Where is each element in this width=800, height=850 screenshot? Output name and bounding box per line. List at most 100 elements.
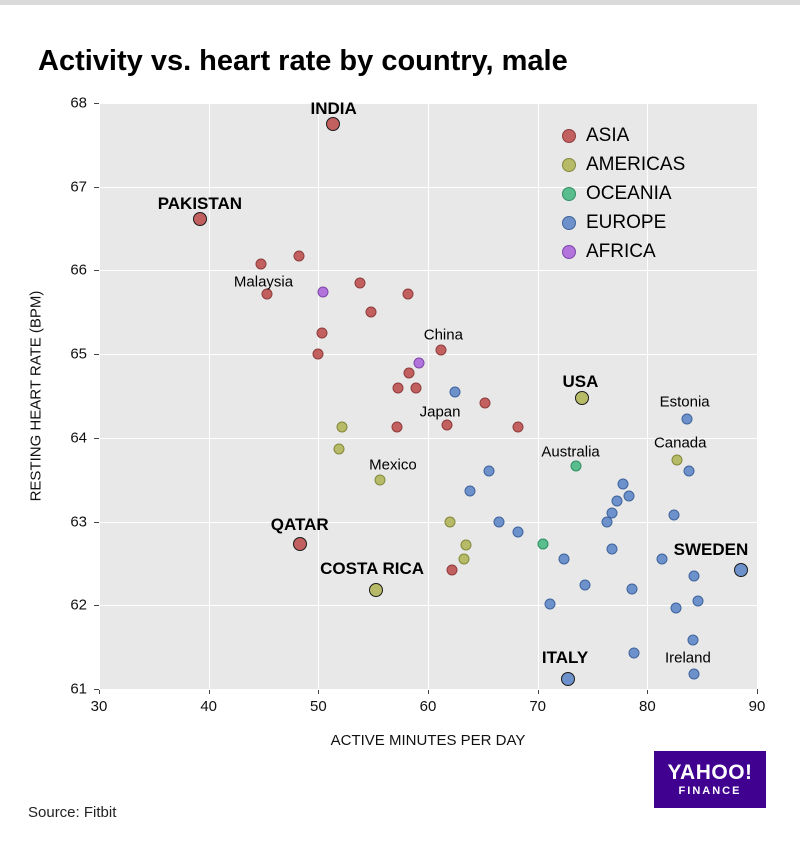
data-point-asia [392,382,404,394]
x-tick-mark [99,689,100,694]
y-tick-label: 62 [70,596,87,614]
data-point-europe [617,478,629,490]
data-point-asia [192,211,207,226]
data-point-europe [688,668,700,680]
legend: ASIA AMERICAS OCEANIA EUROPE AFRICA [562,121,685,266]
data-point-americas [444,516,456,528]
country-label: USA [562,371,599,391]
data-point-europe [579,579,591,591]
data-point-africa [317,286,329,298]
x-tick-label: 40 [200,698,217,715]
x-tick-mark [318,689,320,694]
country-label: Australia [541,443,600,461]
legend-label: AFRICA [586,240,656,262]
country-label: QATAR [270,514,329,534]
grid-line-horizontal [99,354,757,356]
grid-line-horizontal [99,103,757,104]
grid-line-vertical [757,103,758,689]
x-tick-mark [208,689,210,694]
top-border [0,0,800,5]
country-label: Canada [653,434,707,452]
legend-label: EUROPE [586,211,667,233]
x-tick-label: 30 [90,698,108,715]
data-point-americas [460,539,472,551]
data-point-europe [449,386,461,398]
x-tick-label: 50 [309,698,327,715]
data-point-europe [670,602,682,614]
y-tick-label: 68 [70,94,87,112]
data-point-asia [255,258,267,270]
data-point-europe [493,516,505,528]
data-point-americas [671,454,683,466]
legend-item-oceania: OCEANIA [562,179,685,208]
legend-item-africa: AFRICA [562,237,685,266]
grid-line-horizontal [99,689,757,690]
x-axis-label: ACTIVE MINUTES PER DAY [330,732,526,749]
y-axis-label: RESTING HEART RATE (BPM) [27,290,45,502]
legend-dot [562,128,576,143]
y-tick-mark [94,354,99,356]
data-point-asia [365,306,377,318]
data-point-europe [656,553,668,565]
data-point-americas [336,421,348,433]
y-tick-label: 63 [70,513,87,531]
data-point-asia [293,250,305,262]
y-tick-label: 67 [70,178,87,196]
y-tick-label: 65 [70,345,87,363]
data-point-europe [628,647,640,659]
grid-line-horizontal [99,605,757,607]
x-tick-label: 80 [638,698,656,715]
y-tick-mark [94,437,99,439]
country-label: Mexico [369,456,417,474]
data-point-europe [611,495,623,507]
legend-item-americas: AMERICAS [562,150,685,179]
data-point-europe [464,485,476,497]
y-tick-label: 64 [70,429,87,447]
country-label: Japan [419,403,461,421]
data-point-asia [441,419,453,431]
legend-dot [562,244,576,259]
x-tick-mark [537,689,539,694]
country-label: China [423,326,463,344]
data-point-asia [316,327,328,339]
plot-area: ASIA AMERICAS OCEANIA EUROPE AFRICA 30 40 50 60… [70,95,765,716]
y-tick-mark [94,270,99,272]
data-point-asia [325,116,340,131]
chart-title: Activity vs. heart rate by country, male [38,45,568,78]
grid-line-horizontal [99,437,757,439]
data-point-europe [606,507,618,519]
grid-line-horizontal [99,186,757,188]
data-point-europe [623,490,635,502]
data-point-americas [574,390,589,405]
yahoo-finance-logo: YAHOO! FINANCE [654,751,766,808]
country-label: INDIA [310,98,357,118]
data-point-asia [292,537,307,552]
data-point-asia [402,288,414,300]
data-point-europe [687,634,699,646]
data-point-asia [312,348,324,360]
data-point-asia [403,367,415,379]
y-tick-mark [94,103,99,104]
data-point-europe [626,583,638,595]
country-label: Ireland [664,649,711,667]
data-point-europe [512,526,524,538]
data-point-asia [410,382,422,394]
data-point-europe [692,595,704,607]
legend-dot [562,215,576,230]
country-label: PAKISTAN [157,194,243,214]
data-point-asia [512,421,524,433]
source-text: Source: Fitbit [28,804,117,821]
legend-label: OCEANIA [586,182,672,204]
data-point-europe [683,465,695,477]
y-tick-label: 66 [70,261,87,279]
data-point-americas [458,553,470,565]
x-tick-label: 90 [748,698,766,715]
grid-line-vertical [537,103,539,689]
country-label: Malaysia [233,273,294,291]
grid-line-vertical [428,103,429,689]
data-point-europe [483,465,495,477]
data-point-americas [374,474,386,486]
grid-line-vertical [99,103,100,689]
data-point-asia [354,277,366,289]
legend-dot [562,157,576,172]
